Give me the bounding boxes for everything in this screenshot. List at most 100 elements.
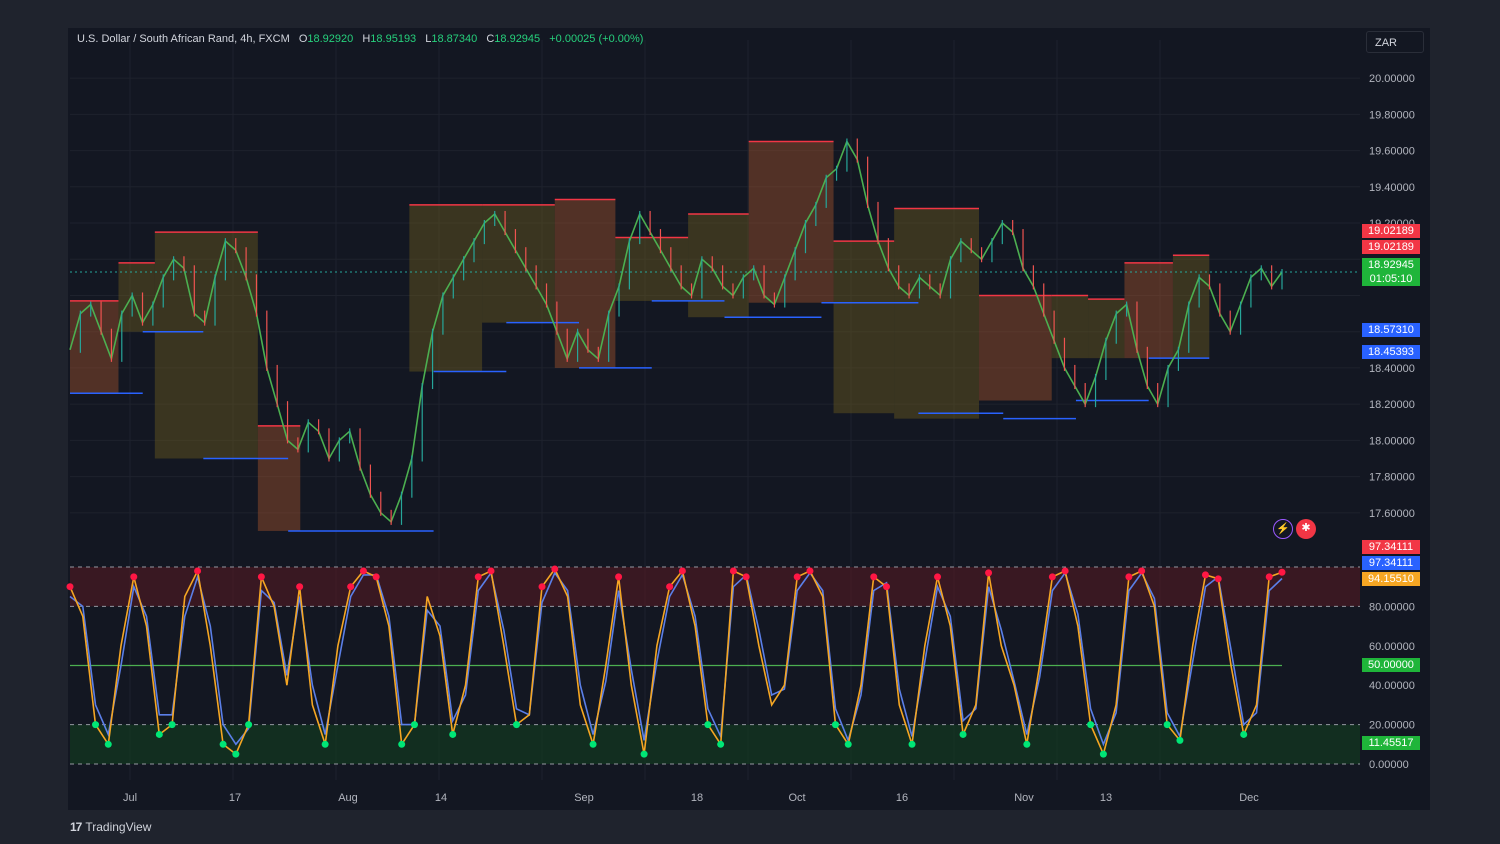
osc-tick-label: 40.00000 [1369, 680, 1415, 692]
symbol-header: U.S. Dollar / South African Rand, 4h, FX… [77, 33, 643, 45]
overbought-dot [487, 567, 495, 575]
price-tick-label: 19.40000 [1369, 182, 1415, 194]
oversold-dot [321, 740, 329, 748]
overbought-dot [615, 573, 623, 581]
overbought-dot [1201, 571, 1209, 579]
overbought-dot [1048, 573, 1056, 581]
overbought-dot [551, 565, 559, 573]
overbought-dot [870, 573, 878, 581]
currency-button[interactable]: ZAR [1366, 31, 1424, 53]
time-tick-label: Jul [123, 792, 137, 804]
overbought-dot [883, 583, 891, 591]
osc-tick-label: 60.00000 [1369, 641, 1415, 653]
price-tick-label: 17.60000 [1369, 508, 1415, 520]
close-label: C [486, 33, 495, 45]
osc-tick-label: 80.00000 [1369, 601, 1415, 613]
lightning-icon[interactable]: ⚡ [1273, 519, 1293, 539]
osc-low-tag: 11.45517 [1362, 736, 1420, 750]
overbought-dot [1125, 573, 1133, 581]
time-axis: Jul 17 Aug 14 Sep 18 Oct 16 Nov 13 Dec [123, 792, 1259, 804]
overbought-dot [934, 573, 942, 581]
overbought-dot [1265, 573, 1273, 581]
resistance-tag-2: 19.02189 [1362, 240, 1420, 254]
support-tag-2: 18.45393 [1362, 345, 1420, 359]
us-flag-icon[interactable]: ✱ [1296, 519, 1316, 539]
overbought-dot [806, 567, 814, 575]
sr-zone-box [748, 141, 834, 303]
overbought-dot [194, 567, 202, 575]
oversold-dot [1176, 736, 1184, 744]
sr-zone-box [1172, 255, 1210, 359]
sr-zones [70, 140, 1210, 532]
sr-zone-box [615, 237, 689, 301]
sr-zone-box [70, 300, 119, 394]
oscillator-pane: 80.00000 60.00000 40.00000 20.00000 0.00000 [66, 565, 1415, 771]
overbought-dot [538, 583, 546, 591]
osc-k-red-tag: 97.34111 [1362, 540, 1420, 554]
oversold-dot [1023, 740, 1031, 748]
sr-zone-box [257, 425, 301, 531]
oversold-dot [1240, 730, 1248, 738]
open-label: O [298, 33, 308, 45]
high-label: H [362, 33, 371, 45]
sr-zone-box [833, 241, 895, 414]
support-tag-1: 18.57310 [1362, 323, 1420, 337]
oversold-dot [959, 730, 967, 738]
oversold-dot [168, 721, 176, 729]
low-label: L [425, 33, 432, 45]
time-tick-label: Sep [574, 792, 594, 804]
overbought-dot [1138, 567, 1146, 575]
time-tick-label: Aug [338, 792, 358, 804]
osc-d-line [69, 567, 1283, 757]
sr-zone-box [154, 232, 258, 459]
osc-k-blue-tag: 97.34111 [1362, 556, 1420, 570]
resistance-tag-1: 19.02189 [1362, 224, 1420, 238]
time-tick-label: Nov [1014, 792, 1034, 804]
overbought-dot [257, 573, 265, 581]
oversold-dot [908, 740, 916, 748]
osc-mid-tag: 50.00000 [1362, 658, 1420, 672]
osc-d-tag: 94.15510 [1362, 572, 1420, 586]
oversold-dot [704, 721, 712, 729]
oversold-dot [513, 721, 521, 729]
oversold-dot [104, 740, 112, 748]
last-price-tag: 18.92945 [1362, 258, 1420, 272]
overbought-dot [1061, 567, 1069, 575]
tradingview-brand[interactable]: 17 TradingView [70, 820, 151, 834]
price-line [69, 139, 1283, 524]
overbought-dot [985, 569, 993, 577]
candles [79, 138, 1283, 525]
sr-zone-box [1051, 295, 1089, 359]
symbol-title[interactable]: U.S. Dollar / South African Rand, 4h, FX… [77, 33, 290, 45]
oversold-dot [232, 750, 240, 758]
overbought-band [70, 567, 1360, 607]
overbought-dot [729, 567, 737, 575]
price-grid [70, 40, 1360, 780]
countdown-tag: 01:05:10 [1362, 272, 1420, 286]
overbought-dot [359, 567, 367, 575]
change-value: +0.00025 (+0.00%) [549, 33, 644, 45]
price-tick-label: 18.00000 [1369, 435, 1415, 447]
time-tick-label: 14 [435, 792, 447, 804]
oversold-dot [410, 721, 418, 729]
sr-zone-box [554, 199, 616, 368]
time-tick-label: 18 [691, 792, 703, 804]
price-tick-label: 19.80000 [1369, 109, 1415, 121]
oversold-dot [1087, 721, 1095, 729]
sr-zone-box [409, 204, 483, 372]
time-tick-label: Oct [788, 792, 805, 804]
oversold-dot [398, 740, 406, 748]
time-tick-label: Dec [1239, 792, 1259, 804]
price-axis: 20.0000019.8000019.6000019.4000019.20000… [1369, 73, 1415, 520]
overbought-dot [372, 573, 380, 581]
low-value: 18.87340 [431, 33, 478, 45]
price-tick-label: 18.40000 [1369, 363, 1415, 375]
oversold-dot [92, 721, 100, 729]
price-tick-label: 19.60000 [1369, 146, 1415, 158]
osc-tick-label: 0.00000 [1369, 759, 1409, 771]
chart-frame[interactable] [68, 28, 1430, 810]
high-value: 18.95193 [370, 33, 417, 45]
time-tick-label: 16 [896, 792, 908, 804]
price-tick-label: 20.00000 [1369, 73, 1415, 85]
